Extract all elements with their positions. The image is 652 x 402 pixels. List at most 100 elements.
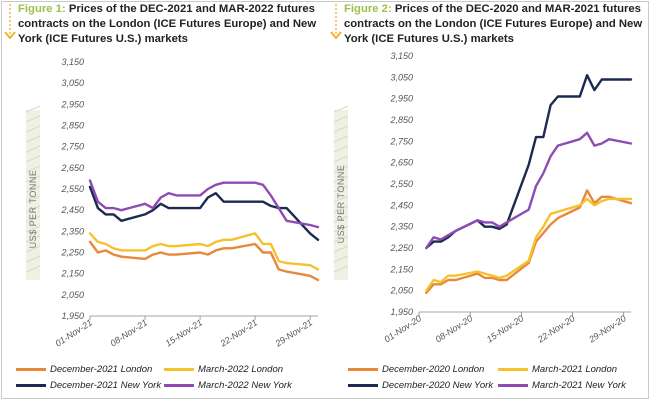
series-line <box>88 185 320 242</box>
legend-swatch <box>16 383 46 387</box>
y-tick-label: 2,250 <box>389 243 413 253</box>
y-tick-label: 2,450 <box>60 205 84 215</box>
ylabel-strip-hatch <box>25 165 41 173</box>
chart-1: US$ PER TONNE 1,950 2,050 2,150 2,250 2,350 2,… <box>25 57 320 349</box>
y-tick-label: 2,850 <box>60 121 84 131</box>
legend-swatch <box>498 367 528 371</box>
ylabel-strip-hatch <box>333 195 349 203</box>
series-line <box>88 232 320 271</box>
x-tick-label: 08-Nov-20 <box>434 313 475 344</box>
ylabel-strip-hatch <box>333 225 349 233</box>
ylabel-strip-hatch <box>25 265 41 273</box>
legend-label: December-2020 New York <box>382 380 494 391</box>
x-tick-label: 08-Nov-21 <box>108 317 149 348</box>
ylabel-strip-hatch <box>25 185 41 193</box>
x-tick-label: 01-Nov-21 <box>53 317 94 348</box>
legend-label: March-2022 London <box>198 364 284 375</box>
legend-label: December-2020 London <box>382 364 485 375</box>
chevron-down-icon <box>4 4 16 40</box>
x-tick-label: 29-Nov-20 <box>586 313 628 345</box>
y-tick-label: 2,950 <box>389 94 413 104</box>
ylabel-strip-hatch <box>25 255 41 263</box>
legend-swatch <box>164 383 194 387</box>
ylabel-strip-hatch <box>25 175 41 183</box>
legend-item: December-2020 New York <box>348 380 493 391</box>
ylabel-strip-hatch <box>333 175 349 183</box>
y-tick-label: 2,650 <box>60 163 84 173</box>
legend-item: December-2020 London <box>348 364 484 375</box>
ylabel-strip-hatch <box>333 265 349 273</box>
ylabel-strip-hatch <box>333 155 349 163</box>
legend-swatch <box>348 367 378 371</box>
x-tick-label: 22-Nov-21 <box>218 317 260 349</box>
ylabel-strip-hatch <box>25 195 41 203</box>
ylabel-strip-hatch <box>25 245 41 253</box>
series-line <box>425 131 633 250</box>
chart-1-legend: December-2021 London March-2022 London D… <box>16 364 326 396</box>
legend-swatch <box>498 383 528 387</box>
legend-swatch <box>348 383 378 387</box>
x-tick-label: 15-Nov-21 <box>163 317 204 348</box>
figure-1-caption: Prices of the DEC-2021 and MAR-2022 futu… <box>18 3 317 45</box>
ylabel-strip-hatch <box>25 215 41 223</box>
legend-label: March-2021 London <box>532 364 618 375</box>
ylabel-strip-hatch <box>25 235 41 243</box>
y-axis-label: US$ PER TONNE <box>336 165 346 244</box>
ylabel-strip-hatch <box>333 145 349 153</box>
ylabel-strip-hatch <box>333 185 349 193</box>
ylabel-strip-hatch <box>25 155 41 163</box>
figure-2-panel: Figure 2: Prices of the DEC-2020 and MAR… <box>326 0 652 400</box>
legend-swatch <box>16 367 46 371</box>
legend-label: March-2022 New York <box>198 380 292 391</box>
legend-item: March-2022 London <box>164 364 283 375</box>
legend-label: December-2021 London <box>50 364 153 375</box>
ylabel-strip-hatch <box>333 215 349 223</box>
y-tick-label: 2,050 <box>60 290 84 300</box>
y-tick-label: 2,150 <box>389 264 413 274</box>
y-tick-label: 1,950 <box>61 311 84 321</box>
y-tick-label: 2,350 <box>389 222 413 232</box>
series-line <box>425 73 633 250</box>
y-tick-label: 3,150 <box>390 51 413 61</box>
ylabel-strip-hatch <box>25 135 41 143</box>
y-tick-label: 2,550 <box>60 184 84 194</box>
series-line <box>425 189 633 294</box>
ylabel-strip-hatch <box>333 255 349 263</box>
legend-item: December-2021 London <box>16 364 152 375</box>
ylabel-strip-hatch <box>333 205 349 213</box>
y-tick-label: 2,550 <box>389 179 413 189</box>
y-tick-label: 1,950 <box>390 307 413 317</box>
ylabel-strip-hatch <box>333 135 349 143</box>
y-tick-label: 2,650 <box>389 158 413 168</box>
ylabel-strip-hatch <box>333 105 349 113</box>
figure-2-title: Figure 2: Prices of the DEC-2020 and MAR… <box>344 2 649 47</box>
ylabel-strip-hatch <box>333 125 349 133</box>
y-axis-label: US$ PER TONNE <box>28 170 38 249</box>
series-line <box>88 240 320 282</box>
y-tick-label: 2,950 <box>60 99 84 109</box>
legend-swatch <box>164 367 194 371</box>
legend-item: March-2021 New York <box>498 380 626 391</box>
y-tick-label: 2,350 <box>60 226 84 236</box>
legend-item: December-2021 New York <box>16 380 161 391</box>
figure-1-panel: Figure 1: Prices of the DEC-2021 and MAR… <box>0 0 326 400</box>
legend-item: March-2022 New York <box>164 380 292 391</box>
y-tick-label: 2,450 <box>389 200 413 210</box>
ylabel-strip-hatch <box>333 115 349 123</box>
chevron-down-icon <box>330 4 342 40</box>
ylabel-strip-hatch <box>25 125 41 133</box>
x-tick-label: 29-Nov-21 <box>273 317 315 349</box>
figure-2-caption: Prices of the DEC-2020 and MAR-2021 futu… <box>344 3 643 45</box>
ylabel-strip-hatch <box>333 165 349 173</box>
ylabel-strip-hatch <box>25 145 41 153</box>
x-tick-label: 15-Nov-20 <box>485 313 526 344</box>
y-tick-label: 2,850 <box>389 115 413 125</box>
y-tick-label: 2,150 <box>60 269 84 279</box>
legend-label: March-2021 New York <box>532 380 626 391</box>
figure-1-title: Figure 1: Prices of the DEC-2021 and MAR… <box>18 2 323 47</box>
y-tick-label: 3,150 <box>61 57 84 67</box>
ylabel-strip-hatch <box>333 245 349 253</box>
x-tick-label: 22-Nov-20 <box>535 313 577 345</box>
y-tick-label: 3,050 <box>390 72 413 82</box>
